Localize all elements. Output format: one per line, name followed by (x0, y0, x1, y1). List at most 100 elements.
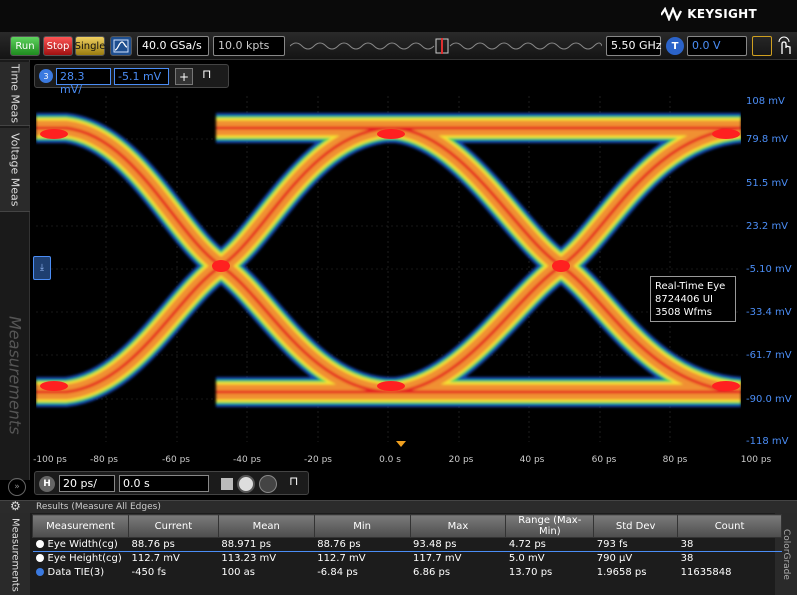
y-tick-label: 108 mV (746, 96, 785, 107)
x-tick-label: 20 ps (448, 455, 474, 465)
touch-icon[interactable] (776, 36, 794, 56)
measurement-name-cell: Eye Height(cg) (33, 552, 129, 566)
table-cell: 112.7 mV (131, 553, 180, 565)
table-cell: 117.7 mV (413, 553, 462, 565)
column-header[interactable]: Current (127, 514, 219, 538)
table-cell: 1.9658 ps (596, 567, 647, 578)
eye-info-ui: 8724406 UI (655, 294, 713, 305)
row-marker-icon (35, 568, 44, 576)
table-cell: 88.76 ps (128, 537, 219, 552)
y-tick-label: -118 mV (746, 436, 789, 447)
results-panel: ⚙ Results (Measure All Edges) Measuremen… (0, 500, 797, 595)
column-header[interactable]: Std Dev (593, 514, 679, 538)
measurement-name-cell: Eye Width(cg) (32, 537, 129, 552)
table-header-row: Measurement Current Mean Min Max Range (… (32, 514, 782, 538)
eye-info-box: Real-Time Eye 8724406 UI 3508 Wfms (650, 276, 736, 322)
column-header[interactable]: Max (409, 514, 507, 538)
navigate-icon[interactable] (259, 475, 277, 493)
y-tick-label: 51.5 mV (746, 178, 789, 189)
measurement-table: Measurement Current Mean Min Max Range (… (32, 514, 782, 580)
column-header[interactable]: Count (677, 514, 782, 538)
autoscale-icon (113, 39, 129, 53)
y-tick-label: -33.4 mV (746, 307, 792, 318)
y-tick-label: 79.8 mV (746, 134, 789, 145)
timebase-overview[interactable] (290, 38, 602, 54)
x-tick-label: -80 ps (90, 455, 118, 465)
pin-icon[interactable]: ⊓ (289, 474, 299, 488)
results-title: Results (Measure All Edges) (36, 502, 161, 512)
brand-logo: KEYSIGHT (661, 7, 757, 21)
table-cell: 11635848 (680, 567, 732, 578)
timebase-position-field[interactable]: 0.0 s (119, 475, 209, 492)
table-cell: 112.7 mV (317, 553, 366, 565)
x-tick-label: -100 ps (33, 455, 67, 465)
x-tick-label: 80 ps (662, 455, 688, 465)
pin-icon[interactable]: ⊓ (202, 67, 212, 81)
gear-icon[interactable]: ⚙ (10, 499, 21, 513)
column-header[interactable]: Measurement (32, 514, 129, 538)
tab-results-measurements[interactable]: Measurements (0, 513, 30, 595)
table-cell: -450 fs (131, 567, 167, 578)
bandwidth-field[interactable]: 5.50 GHz (606, 36, 662, 56)
table-row[interactable]: Eye Height(cg) 112.7 mV 113.23 mV 112.7 … (33, 552, 782, 566)
run-button[interactable]: Run (10, 36, 40, 56)
horizontal-badge[interactable]: H (39, 476, 55, 492)
table-cell: 100 as (221, 567, 255, 578)
keysight-wave-icon (661, 7, 683, 21)
tab-measurements[interactable]: Measurements (5, 315, 25, 435)
stop-button[interactable]: Stop (43, 36, 73, 56)
autoscale-button[interactable] (110, 36, 132, 56)
zoom-box-icon[interactable] (752, 36, 772, 56)
table-cell: 793 fs (593, 537, 678, 552)
expand-icon[interactable]: » (8, 478, 26, 496)
x-tick-label: 40 ps (519, 455, 545, 465)
add-channel-button[interactable]: + (175, 68, 193, 85)
single-button[interactable]: Single (75, 36, 105, 56)
column-header[interactable]: Range (Max-Min) (505, 514, 595, 538)
y-tick-label: -90.0 mV (746, 394, 792, 405)
crossing-points (40, 129, 740, 391)
zoom-icon[interactable] (237, 475, 255, 493)
y-tick-label: -61.7 mV (746, 350, 792, 361)
table-cell: 88.971 ps (218, 537, 315, 552)
x-tick-label: -20 ps (304, 455, 332, 465)
channel-scale-field[interactable]: 28.3 mV/ (56, 68, 111, 96)
trigger-level-field[interactable]: 0.0 V (687, 36, 747, 56)
channel-badge[interactable]: 3 (39, 69, 53, 83)
measurement-name-cell: Data TIE(3) (33, 566, 129, 580)
toolbar: Run Stop Single 40.0 GSa/s 10.0 kpts 5.5… (0, 32, 797, 60)
eye-info-wfms: 3508 Wfms (655, 307, 712, 318)
eye-diagram-plot[interactable] (36, 96, 741, 442)
table-cell: 6.86 ps (413, 567, 451, 578)
timebase-scale-field[interactable]: 20 ps/ (59, 475, 115, 492)
table-cell: 88.76 ps (314, 537, 411, 552)
table-cell: 38 (677, 537, 782, 552)
horizontal-controls: H 20 ps/ 0.0 s ⊓ (34, 471, 309, 495)
sample-rate-field[interactable]: 40.0 GSa/s (137, 36, 209, 56)
trigger-badge[interactable]: T (666, 37, 684, 55)
x-tick-label: 100 ps (740, 455, 772, 465)
x-tick-label: -60 ps (162, 455, 190, 465)
table-cell: 13.70 ps (508, 567, 553, 578)
channel-ground-marker[interactable]: ⤓ (33, 256, 51, 280)
tab-voltage-meas[interactable]: Voltage Meas (0, 128, 30, 212)
column-header[interactable]: Min (313, 514, 411, 538)
left-tabs: Time Meas Voltage Meas Measurements (0, 60, 30, 480)
top-bar: KEYSIGHT (0, 0, 797, 32)
x-tick-label: 60 ps (591, 455, 617, 465)
channel-offset-field[interactable]: -5.1 mV (114, 68, 169, 85)
stop-square-icon[interactable] (221, 478, 233, 490)
memory-depth-field[interactable]: 10.0 kpts (213, 36, 285, 56)
table-row[interactable]: Eye Width(cg) 88.76 ps 88.971 ps 88.76 p… (32, 537, 782, 552)
trigger-position-marker[interactable] (396, 441, 406, 447)
eye-traces (36, 113, 741, 407)
column-header[interactable]: Mean (217, 514, 315, 538)
results-header: ⚙ Results (Measure All Edges) (0, 499, 797, 513)
table-cell: 5.0 mV (508, 553, 545, 565)
table-row[interactable]: Data TIE(3) -450 fs 100 as -6.84 ps 6.86… (33, 566, 782, 580)
table-cell: 790 µV (596, 553, 633, 565)
tab-time-meas[interactable]: Time Meas (0, 62, 30, 126)
x-tick-label: 0.0 s (379, 455, 401, 465)
y-tick-label: 23.2 mV (746, 221, 789, 232)
table-cell: 93.48 ps (410, 537, 506, 552)
